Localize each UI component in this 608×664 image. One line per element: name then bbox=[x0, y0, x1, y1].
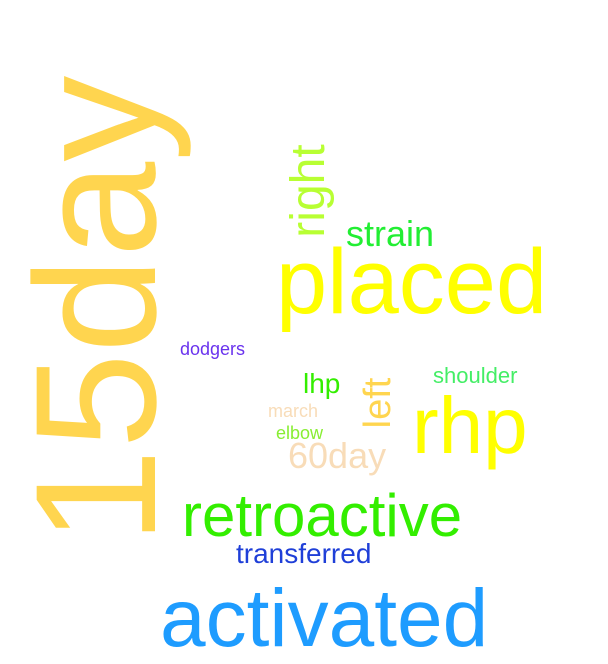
word-right: right bbox=[282, 144, 335, 238]
word-strain: strain bbox=[346, 213, 435, 254]
word-rhp: rhp bbox=[412, 381, 528, 470]
word-elbow: elbow bbox=[276, 423, 324, 443]
word-transferred: transferred bbox=[236, 538, 372, 569]
word-60day: 60day bbox=[288, 435, 387, 476]
word-retroactive: retroactive bbox=[182, 482, 463, 549]
word-dodgers: dodgers bbox=[180, 339, 246, 359]
word-march: march bbox=[268, 401, 319, 421]
word-left: left bbox=[357, 377, 399, 429]
word-placed: placed bbox=[276, 231, 548, 333]
word-shoulder: shoulder bbox=[433, 363, 518, 388]
word-lhp: lhp bbox=[303, 368, 341, 399]
word-activated: activated bbox=[160, 573, 489, 664]
word-15day: 15day bbox=[0, 75, 192, 545]
